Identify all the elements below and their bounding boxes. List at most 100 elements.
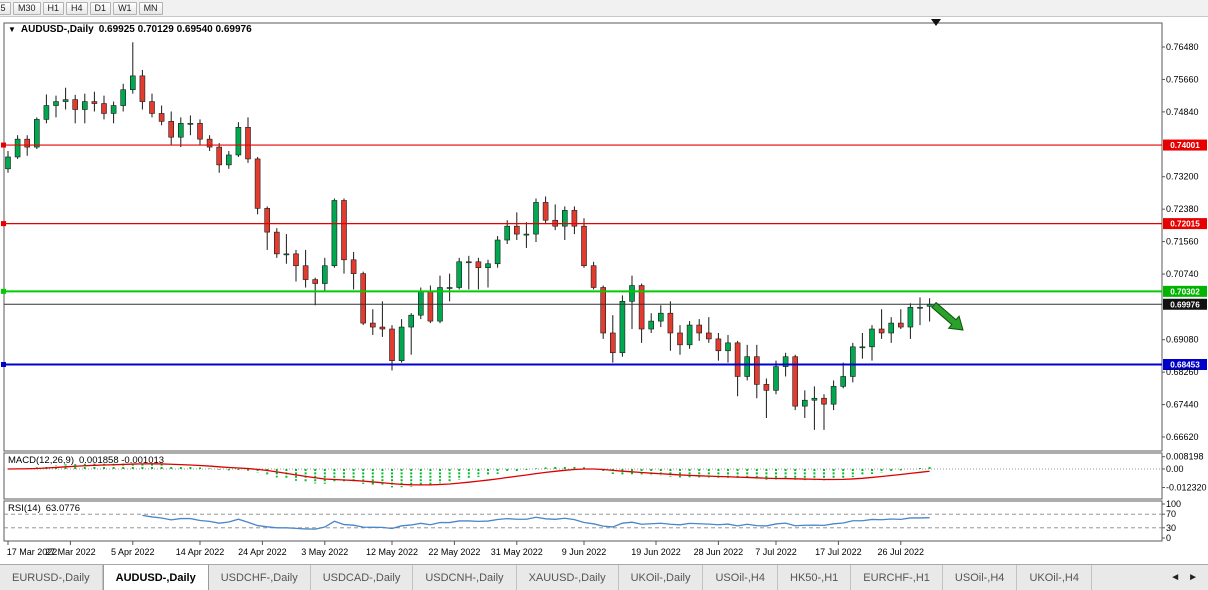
tab-eurusd-daily[interactable]: EURUSD-,Daily [0,565,103,590]
tab-usdchf-daily[interactable]: USDCHF-,Daily [208,565,311,590]
tab-usdcad-daily[interactable]: USDCAD-,Daily [310,565,414,590]
svg-text:9 Jun 2022: 9 Jun 2022 [562,547,607,557]
svg-text:-0.012320: -0.012320 [1166,482,1207,492]
svg-text:12 May 2022: 12 May 2022 [366,547,418,557]
candle-body [753,356,760,385]
price-badge [1163,218,1207,230]
timeframe-button-MN[interactable]: MN [138,1,163,15]
candle-body [609,332,616,354]
candle-body [187,123,194,125]
candle-body [590,265,597,288]
timeframe-button-H1[interactable]: H1 [42,1,65,15]
candle-body [72,99,78,110]
timeframe-button-H4[interactable]: H4 [66,1,88,15]
candle-body [504,225,511,241]
svg-text:17 Mar 2022: 17 Mar 2022 [7,547,58,557]
tab-ukoil-daily[interactable]: UKOil-,Daily [618,565,704,590]
chart-symbol-period: AUDUSD-,Daily [20,24,94,35]
svg-text:0.66620: 0.66620 [1166,432,1199,442]
candle-body [657,312,664,322]
timeframe-button-W1[interactable]: W1 [113,1,137,15]
candle-body [840,376,847,387]
candle-body [869,328,875,348]
tab-scroll-left-button[interactable]: ◄ [1170,572,1181,583]
candle-body [792,356,799,407]
candle-body [62,99,69,102]
candle-body [897,322,904,328]
svg-text:0.72015: 0.72015 [1170,220,1200,229]
candle-body [456,261,463,288]
candle-body [734,342,741,377]
macd-indicator-label: MACD(12,26,9) 0.001858 -0.001013 [8,455,165,466]
chart-ohlc-values: 0.69925 0.70129 0.69540 0.69976 [98,24,252,35]
tab-hk50-h1[interactable]: HK50-,H1 [778,565,852,590]
tab-scroll-right-button[interactable]: ► [1188,572,1198,583]
timeframe-button-5[interactable]: 5 [0,1,11,15]
tab-ukoil-h4[interactable]: UKOil-,H4 [1017,565,1092,590]
price-chart-svg[interactable]: 0.74001 0.72015 0.70302 0.69976 0.68453 0.764… [0,17,1208,564]
candle-body [254,158,261,209]
candle-body [533,202,539,235]
hline-marker[interactable] [1,142,6,148]
timeframe-button-D1[interactable]: D1 [89,1,112,15]
candle-body [648,320,655,330]
tab-usoil-h4[interactable]: USOil-,H4 [942,565,1018,590]
candle-body [600,287,607,334]
chart-canvas[interactable]: ▼ AUDUSD-,Daily 0.69925 0.70129 0.69540 … [0,17,1208,564]
svg-text:14 Apr 2022: 14 Apr 2022 [176,547,225,557]
candle-body [130,75,136,91]
tab-xauusd-daily[interactable]: XAUUSD-,Daily [516,565,619,590]
candle-body [360,273,367,324]
price-badge [1163,358,1207,370]
candle-body [273,231,280,255]
candle-body [341,200,347,261]
candle-body [782,356,789,367]
timeframe-button-M30[interactable]: M30 [13,1,41,15]
price-badge [1163,298,1207,310]
svg-text:0.72380: 0.72380 [1166,204,1199,214]
svg-text:0.76480: 0.76480 [1166,42,1199,52]
svg-text:0.74001: 0.74001 [1170,141,1200,150]
hline-marker[interactable] [1,361,6,367]
tab-usoil-h4[interactable]: USOil-,H4 [703,565,778,590]
candle-body [216,146,222,166]
candle-body [14,138,21,158]
svg-text:17 Jul 2022: 17 Jul 2022 [815,547,862,557]
candle-body [542,202,549,221]
candle-body [5,156,11,170]
candle-body [82,101,88,110]
candle-body [523,233,530,236]
svg-text:30: 30 [1166,523,1176,533]
chart-symbol-title: ▼ AUDUSD-,Daily 0.69925 0.70129 0.69540 … [8,24,252,35]
candle-body [801,399,808,407]
candle-body [53,101,59,106]
svg-text:28 Jun 2022: 28 Jun 2022 [694,547,744,557]
candle-body [571,210,578,227]
candle-body [139,75,146,102]
svg-text:0.74840: 0.74840 [1166,107,1199,117]
candle-body [811,397,818,401]
tab-eurchf-h1[interactable]: EURCHF-,H1 [851,565,943,590]
candle-body [101,103,107,114]
svg-text:0.69080: 0.69080 [1166,335,1199,345]
hline-marker[interactable] [1,288,6,294]
hline-marker[interactable] [1,221,6,227]
svg-text:0.73200: 0.73200 [1166,172,1199,182]
trend-arrow-annotation[interactable] [931,301,964,331]
chart-shift-marker[interactable] [931,19,941,26]
candle-body [350,259,357,274]
candle-body [293,253,299,267]
candle-body [283,253,290,256]
candle-body [417,291,424,316]
candle-body [312,279,319,284]
svg-text:31 May 2022: 31 May 2022 [491,547,543,557]
svg-text:0.68453: 0.68453 [1170,360,1200,369]
macd-signal-line [7,463,930,486]
candle-body [24,138,31,148]
tab-audusd-daily[interactable]: AUDUSD-,Daily [102,565,209,590]
candle-body [302,265,309,280]
candle-body [427,291,434,322]
rsi-line [142,514,930,530]
tab-usdcnh-daily[interactable]: USDCNH-,Daily [413,565,517,590]
candle-body [43,105,50,120]
